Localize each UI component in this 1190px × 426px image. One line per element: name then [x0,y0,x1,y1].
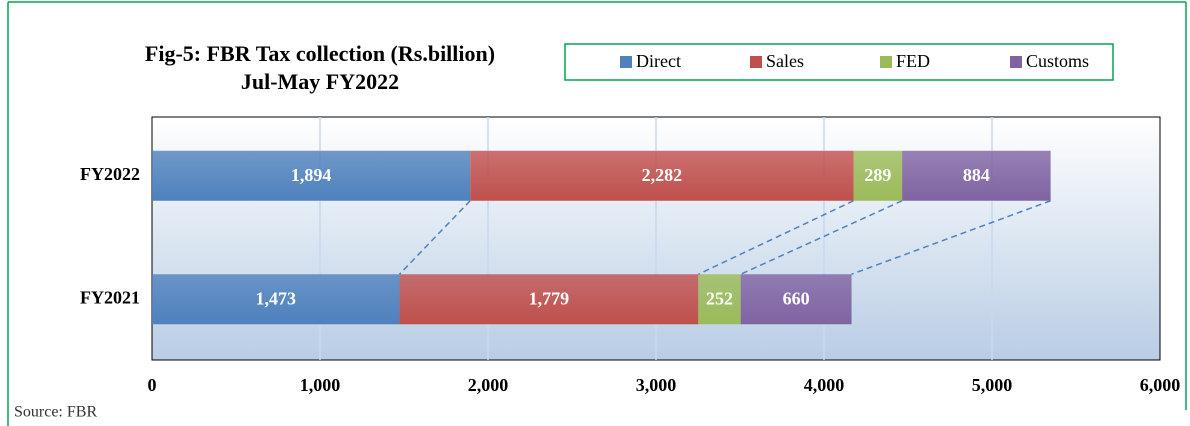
data-label: 2,282 [642,165,683,185]
source: Source: FBR [14,404,97,421]
chart-title: Fig-5: FBR Tax collection (Rs.billion) [145,41,495,66]
y-tick-label: FY2021 [80,287,140,307]
bar-segment [152,150,471,201]
x-tick-label: 6,000 [1140,375,1181,395]
connector [851,200,1051,275]
data-label: 884 [963,165,990,185]
data-label: 660 [783,288,810,308]
bar-segment [698,274,741,325]
chart-subtitle: Jul-May FY2022 [241,69,399,94]
x-tick-label: 2,000 [468,375,509,395]
legend-swatch [750,56,762,68]
connector [698,200,854,275]
data-label: 1,779 [529,288,570,308]
legend-label: Customs [1026,51,1089,71]
legend-label: FED [896,51,930,71]
legend-label: Direct [636,51,681,71]
x-tick-label: 5,000 [972,375,1013,395]
data-label: 1,473 [255,288,296,308]
x-tick-label: 3,000 [636,375,677,395]
bar-segment [853,150,903,201]
legend-swatch [1010,56,1022,68]
bar-segment [152,274,400,325]
x-tick-label: 0 [148,375,157,395]
x-tick-label: 4,000 [804,375,845,395]
data-label: 289 [864,165,891,185]
bar-segment [902,150,1051,201]
legend-swatch [880,56,892,68]
x-tick-label: 1,000 [300,375,341,395]
data-label: 252 [706,288,733,308]
y-tick-label: FY2022 [80,164,140,184]
bar-segment [399,274,699,325]
data-label: 1,894 [291,165,332,185]
bar-segment [740,274,852,325]
connector [398,200,471,275]
bar-segment [470,150,854,201]
legend-swatch [620,56,632,68]
legend-label: Sales [766,51,804,71]
